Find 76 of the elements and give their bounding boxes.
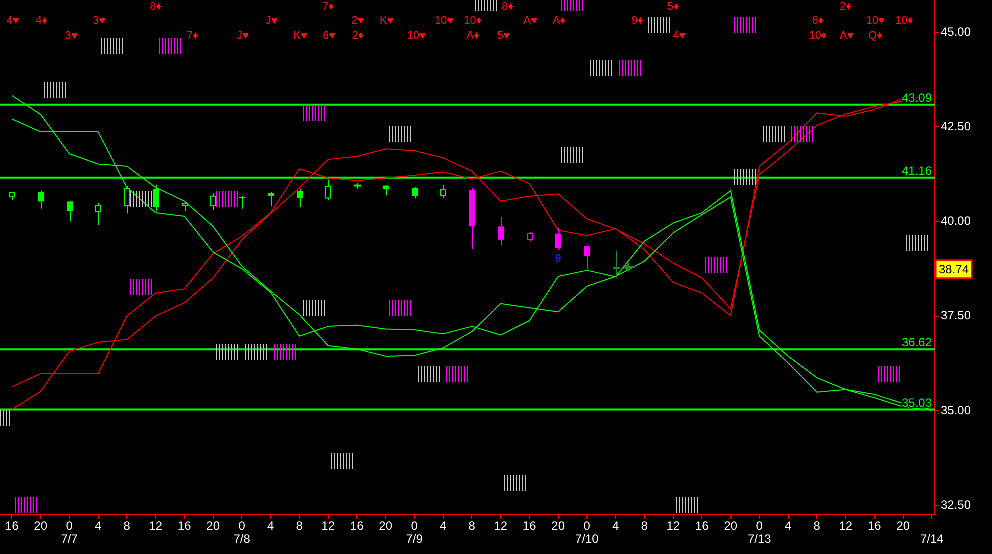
- x-tick-label: 12: [839, 518, 853, 533]
- x-tick-label: 20: [206, 518, 220, 533]
- x-tick-label: 16: [350, 518, 364, 533]
- x-tick-label: 8: [814, 518, 821, 533]
- x-tick-label: 0 7/7: [61, 518, 78, 546]
- annotation: A♥: [524, 15, 538, 28]
- annotation: K♥: [294, 30, 308, 42]
- x-tick-label: 0 7/10: [575, 518, 600, 546]
- x-tick-label: 8: [641, 518, 648, 533]
- annotation: 7♦: [186, 30, 199, 42]
- annotation: A♥: [840, 30, 854, 42]
- y-tick-label: 42.50: [941, 119, 972, 134]
- annotation: 4♥: [6, 15, 20, 28]
- annotation: 10♥: [434, 15, 454, 28]
- annotation: 9: [555, 253, 562, 266]
- x-tick-label: 0 7/9: [406, 518, 424, 546]
- ref-line-label: 35.03: [902, 396, 932, 410]
- x-tick-label: 20: [552, 518, 566, 533]
- x-tick-label: 4: [440, 518, 448, 533]
- ref-line-label: 41.16: [902, 164, 932, 178]
- x-tick-label: 0 7/8: [234, 518, 251, 546]
- x-tick-label: 4: [94, 518, 102, 533]
- x-tick-label: 12: [666, 518, 680, 533]
- x-tick-label: 20: [896, 518, 910, 533]
- x-tick-label: 20: [379, 518, 393, 533]
- x-tick-label: 4: [785, 518, 792, 533]
- annotation: 9♦: [632, 15, 644, 28]
- y-tick-label: 37.50: [941, 308, 972, 323]
- annotation: 10♦: [895, 15, 914, 28]
- annotation: 6♦: [812, 15, 824, 28]
- annotation: 3♥: [93, 15, 106, 28]
- annotation: 2♦: [840, 1, 852, 14]
- annotation: Q♦: [868, 30, 884, 42]
- annotation: 7♦: [322, 1, 335, 14]
- annotation: 38.74: [939, 262, 970, 277]
- annotation: 2♦: [352, 30, 364, 42]
- annotation: A♦: [552, 15, 566, 28]
- y-tick-label: 35.00: [941, 403, 972, 418]
- annotation: 8♦: [502, 1, 514, 14]
- annotation: 10♦: [809, 30, 828, 42]
- y-tick-label: 45.00: [941, 24, 972, 39]
- x-tick-label: 8: [296, 518, 304, 533]
- x-tick-label: 16: [695, 518, 710, 533]
- x-tick-label: 7/14: [920, 532, 944, 546]
- x-tick-label: 20: [724, 518, 738, 533]
- annotation: J♥: [237, 30, 250, 42]
- annotation: 8♦: [150, 1, 162, 14]
- annotation: 3♥: [65, 30, 78, 42]
- annotation: 4♦: [36, 15, 48, 28]
- annotation: 4♥: [673, 30, 686, 42]
- x-tick-label: 12: [494, 518, 508, 533]
- x-tick-label: 4: [612, 518, 620, 533]
- annotation: 5♦: [667, 1, 680, 14]
- x-tick-label: 4: [267, 518, 274, 533]
- annotation: 10♦: [464, 15, 482, 28]
- x-tick-label: 12: [149, 518, 163, 533]
- x-tick-label: 8: [124, 518, 131, 533]
- x-tick-label: 16: [868, 518, 882, 533]
- y-tick-label: 32.50: [941, 498, 972, 512]
- x-tick-label: 12: [322, 518, 336, 533]
- annotation: J♥: [266, 15, 278, 28]
- annotation: 10♥: [407, 30, 426, 42]
- x-tick-label: 20: [34, 518, 48, 533]
- x-tick-label: 0 7/13: [748, 518, 772, 546]
- annotation: 5♥: [498, 30, 510, 42]
- annotation: 10♥: [866, 15, 886, 28]
- y-tick-label: 40.00: [941, 214, 972, 228]
- x-tick-label: 8: [468, 518, 476, 533]
- x-tick-label: 16: [5, 518, 20, 533]
- annotation: 6♥: [323, 30, 336, 42]
- x-tick-label: 16: [178, 518, 192, 533]
- annotation: 2♥: [352, 15, 364, 28]
- x-tick-label: 16: [522, 518, 537, 533]
- annotation: A♦: [466, 30, 480, 42]
- ref-line-label: 36.62: [902, 336, 932, 350]
- annotation: K♥: [380, 15, 394, 28]
